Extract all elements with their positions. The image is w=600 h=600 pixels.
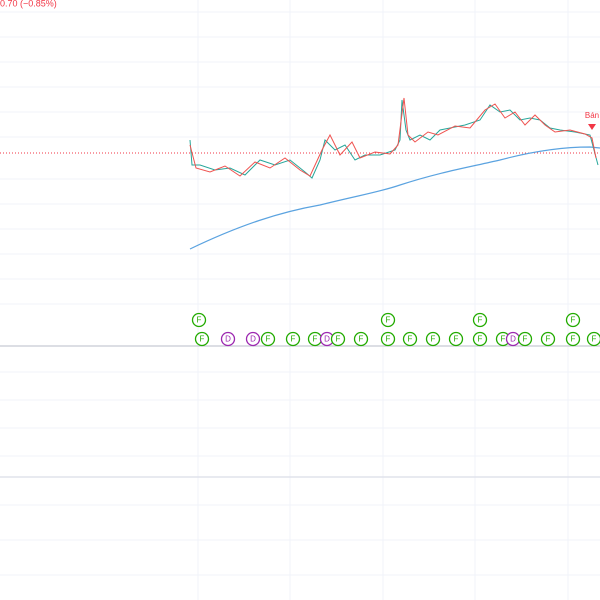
- event-marker: F: [586, 331, 600, 347]
- event-circle: [330, 331, 346, 347]
- event-marker: F: [448, 331, 464, 347]
- event-label: F: [571, 316, 576, 325]
- event-marker: F: [380, 331, 396, 347]
- event-marker: F: [540, 331, 556, 347]
- event-marker: D: [245, 331, 261, 347]
- event-label: F: [546, 335, 551, 344]
- event-circle: [245, 331, 261, 347]
- event-circle: [448, 331, 464, 347]
- event-circle: [565, 331, 581, 347]
- event-circle: [353, 331, 369, 347]
- event-label: F: [291, 335, 296, 344]
- event-circle: [380, 331, 396, 347]
- event-label: F: [200, 335, 205, 344]
- event-marker: F: [425, 331, 441, 347]
- event-marker: F: [260, 331, 276, 347]
- event-label: F: [571, 335, 576, 344]
- event-marker: F: [402, 331, 418, 347]
- event-marker: F: [380, 312, 396, 328]
- events: F F F FF D D F F F D F F F F F F F F D F F F F: [191, 312, 600, 347]
- event-circle: [220, 331, 236, 347]
- event-circle: [260, 331, 276, 347]
- event-label: F: [431, 335, 436, 344]
- event-label: F: [478, 335, 483, 344]
- event-label: F: [523, 335, 528, 344]
- price-change: 0.70 (−0.85%): [0, 0, 57, 8]
- price-series: [189, 99, 599, 179]
- event-label: F: [359, 335, 364, 344]
- event-marker: F: [472, 312, 488, 328]
- event-circle: [472, 312, 488, 328]
- event-circle: [380, 312, 396, 328]
- event-circle: [586, 331, 600, 347]
- event-circle: [565, 312, 581, 328]
- event-marker: F: [330, 331, 346, 347]
- event-label: F: [478, 316, 483, 325]
- event-marker: D: [505, 331, 521, 347]
- event-circle: [425, 331, 441, 347]
- event-label: F: [197, 316, 202, 325]
- event-circle: [285, 331, 301, 347]
- sell-signal-label: Bán: [585, 111, 599, 120]
- event-label: D: [250, 335, 256, 344]
- event-label: D: [510, 335, 516, 344]
- event-circle: [540, 331, 556, 347]
- event-circle: [517, 331, 533, 347]
- event-marker: F: [517, 331, 533, 347]
- event-marker: F: [565, 312, 581, 328]
- event-label: D: [225, 335, 231, 344]
- event-marker: F: [472, 331, 488, 347]
- event-marker: F: [191, 312, 207, 328]
- event-marker: F: [285, 331, 301, 347]
- moving-average: [189, 146, 600, 250]
- event-label: F: [386, 335, 391, 344]
- event-marker: F: [307, 331, 323, 347]
- event-circle: [194, 331, 210, 347]
- event-marker: D: [220, 331, 236, 347]
- price-series: [189, 97, 597, 177]
- event-circle: [191, 312, 207, 328]
- event-marker: F: [353, 331, 369, 347]
- event-label: F: [313, 335, 318, 344]
- event-label: D: [324, 335, 330, 344]
- event-marker: F: [194, 331, 210, 347]
- event-label: F: [592, 335, 597, 344]
- event-label: F: [501, 335, 506, 344]
- event-label: F: [408, 335, 413, 344]
- event-label: F: [336, 335, 341, 344]
- event-circle: [402, 331, 418, 347]
- event-label: F: [386, 316, 391, 325]
- event-circle: [472, 331, 488, 347]
- sell-signal-arrow: [588, 124, 596, 130]
- event-marker: F: [565, 331, 581, 347]
- event-label: F: [454, 335, 459, 344]
- event-label: F: [266, 335, 271, 344]
